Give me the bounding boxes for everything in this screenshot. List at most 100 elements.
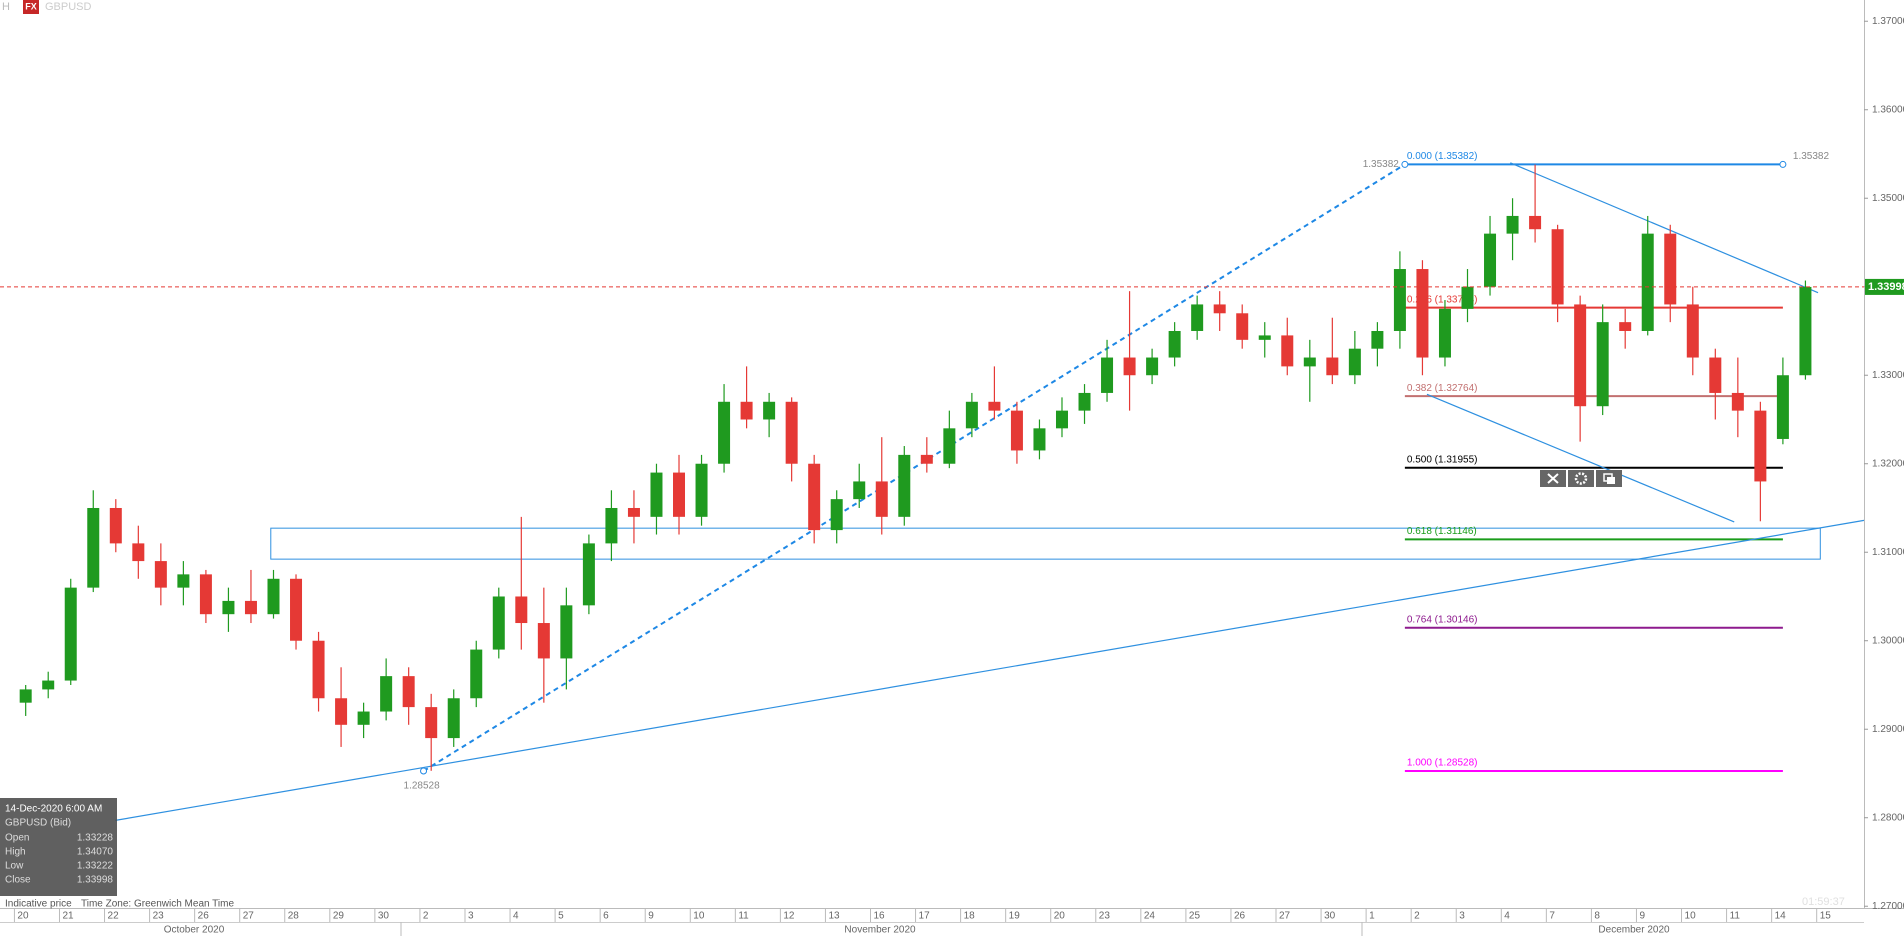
candle-body bbox=[965, 401, 978, 429]
fib-trend bbox=[423, 163, 1406, 772]
settings-icon bbox=[1574, 472, 1588, 485]
candle-body bbox=[1664, 233, 1677, 305]
info-box: 14-Dec-2020 6:00 AM GBPUSD (Bid) Open 1.3… bbox=[0, 798, 117, 896]
current-price-label: 1.33998 bbox=[1868, 281, 1904, 293]
x-tick-label: 22 bbox=[108, 911, 120, 922]
candle-body bbox=[718, 401, 731, 464]
fib-end-label: 1.35382 bbox=[1363, 159, 1400, 170]
candle-body bbox=[943, 428, 956, 464]
info-row-label: Close bbox=[5, 875, 31, 886]
fib-start-label: 1.28528 bbox=[404, 781, 441, 792]
candle-body bbox=[222, 600, 235, 615]
candle-body bbox=[1213, 304, 1226, 314]
x-tick-label: 2 bbox=[1414, 911, 1420, 922]
y-tick-label: 1.31000 bbox=[1872, 547, 1904, 558]
x-tick-label: 23 bbox=[153, 911, 165, 922]
x-tick-label: 4 bbox=[1504, 911, 1510, 922]
candle-body bbox=[1236, 313, 1249, 340]
x-tick-label: 30 bbox=[378, 911, 390, 922]
info-row-label: Open bbox=[5, 833, 29, 844]
candle-body bbox=[1731, 392, 1744, 411]
trendline bbox=[1510, 162, 1819, 294]
candle-body bbox=[920, 454, 933, 464]
candle-body bbox=[1078, 392, 1091, 411]
x-tick-label: 23 bbox=[1099, 911, 1111, 922]
candle-body bbox=[1619, 322, 1632, 331]
candle-body bbox=[808, 463, 821, 531]
x-tick-label: 15 bbox=[1820, 911, 1832, 922]
x-tick-label: 7 bbox=[1549, 911, 1555, 922]
candle-body bbox=[515, 596, 528, 624]
candle-body bbox=[582, 543, 595, 606]
info-row-value: 1.34070 bbox=[77, 847, 114, 858]
candle-body bbox=[64, 587, 77, 681]
candle-body bbox=[1393, 269, 1406, 331]
y-tick-label: 1.35000 bbox=[1872, 193, 1904, 204]
candle-body bbox=[560, 605, 573, 659]
fib-right-label: 1.35382 bbox=[1793, 151, 1830, 162]
candle-body bbox=[1010, 410, 1023, 451]
y-tick-label: 1.33000 bbox=[1872, 370, 1904, 381]
info-time: 14-Dec-2020 6:00 AM bbox=[5, 804, 102, 815]
candle-body bbox=[244, 600, 257, 615]
delete-icon bbox=[1547, 473, 1559, 484]
settings-button[interactable] bbox=[1568, 470, 1594, 487]
x-tick-label: 6 bbox=[603, 911, 609, 922]
info-symbol: GBPUSD (Bid) bbox=[5, 818, 71, 829]
month-label: November 2020 bbox=[844, 925, 916, 936]
candle-body bbox=[1799, 286, 1812, 376]
fib-level-label: 0.618 (1.31146) bbox=[1407, 526, 1477, 537]
x-tick-label: 27 bbox=[1279, 911, 1291, 922]
info-row-value: 1.33228 bbox=[77, 833, 114, 844]
candle-body bbox=[492, 596, 505, 650]
candle-body bbox=[695, 463, 708, 517]
candle-body bbox=[447, 698, 460, 739]
y-tick-label: 1.36000 bbox=[1872, 104, 1904, 115]
x-tick-label: 4 bbox=[513, 911, 519, 922]
candle-body bbox=[312, 640, 325, 699]
fx-badge bbox=[23, 0, 39, 14]
candle-body bbox=[673, 472, 686, 517]
candle-body bbox=[1551, 229, 1564, 305]
current-price-tag bbox=[1865, 278, 1904, 295]
x-tick-label: 14 bbox=[1775, 911, 1787, 922]
x-tick-label: 9 bbox=[648, 911, 654, 922]
fib-anchor bbox=[420, 767, 428, 775]
fib-level-label: 0.500 (1.31955) bbox=[1407, 454, 1478, 465]
candle-body bbox=[1484, 233, 1497, 287]
y-tick-label: 1.30000 bbox=[1872, 635, 1904, 646]
candle-body bbox=[898, 454, 911, 517]
fib-level-label: 0.764 (1.30146) bbox=[1407, 614, 1478, 625]
candle-body bbox=[785, 401, 798, 464]
candle-body bbox=[988, 401, 1001, 411]
x-tick-label: 19 bbox=[1009, 911, 1021, 922]
candle-body bbox=[1596, 322, 1609, 407]
header-left: H bbox=[2, 1, 10, 13]
fx-badge-label: FX bbox=[25, 1, 37, 11]
x-tick-label: 10 bbox=[1685, 911, 1697, 922]
y-tick-label: 1.27000 bbox=[1872, 901, 1904, 912]
y-tick-label: 1.32000 bbox=[1872, 458, 1904, 469]
symbol: GBPUSD bbox=[45, 1, 92, 13]
candle-body bbox=[1146, 357, 1159, 376]
candle-body bbox=[627, 507, 640, 517]
candle-body bbox=[425, 707, 438, 739]
plot: 0.000 (1.35382) 0.236 (1.33764) 0.382 (1.3… bbox=[0, 151, 1865, 821]
candle-body bbox=[1416, 269, 1429, 358]
candle-body bbox=[335, 698, 348, 725]
info-box-bg bbox=[0, 798, 117, 896]
x-tick-label: 1 bbox=[1369, 911, 1375, 922]
candle-body bbox=[1529, 215, 1542, 230]
x-tick-label: 27 bbox=[243, 911, 255, 922]
candle-body bbox=[1303, 357, 1316, 367]
candle-body bbox=[1281, 335, 1294, 367]
fib-level-label: 0.382 (1.32764) bbox=[1407, 383, 1478, 394]
drawing-toolbar bbox=[1540, 470, 1622, 487]
x-tick-label: 25 bbox=[1189, 911, 1201, 922]
x-tick-label: 3 bbox=[468, 911, 474, 922]
footer-timezone: Time Zone: Greenwich Mean Time bbox=[81, 899, 234, 910]
trendline bbox=[1426, 393, 1735, 523]
candle-body bbox=[380, 676, 393, 712]
